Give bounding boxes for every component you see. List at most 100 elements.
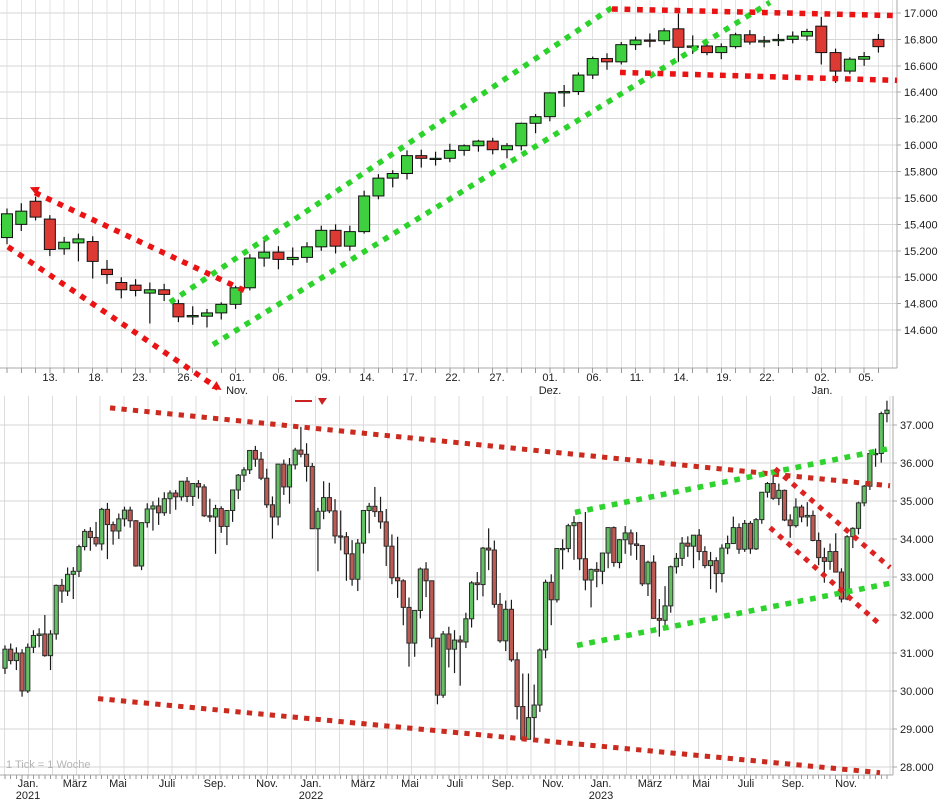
candle-body [858,56,871,60]
candle-down [639,544,645,587]
candle-body [500,145,513,151]
vertical-gridlines [6,0,894,368]
candle-down [446,626,452,668]
candle-up [615,42,628,65]
candle-up [178,480,184,501]
y-tick-label: 15.600 [904,193,938,205]
candle-body [829,52,842,72]
x-tick-sublabel: 2021 [16,790,40,802]
x-tick-label: 26. [177,372,192,384]
candle-body [412,609,418,644]
x-tick-label: 01. [542,372,557,384]
candle-down [338,510,344,551]
candle-body [161,498,167,514]
x-tick-label: März [351,778,375,790]
x-tick-label: 09. [315,372,330,384]
trendline-arrowhead [29,186,40,196]
candle-down [548,574,554,626]
candle-down [582,512,588,591]
candle-body [572,74,585,93]
candle-up [315,507,321,572]
candle-up [58,236,71,255]
candle-down [577,521,583,571]
candle-up [241,467,247,482]
candle-up [554,547,560,603]
candle-down [520,673,526,740]
candle-body [272,251,285,260]
candle-down [833,533,839,573]
y-tick-label: 29.000 [900,724,934,736]
candle-body [531,704,537,719]
candle-down [158,283,171,302]
candle-up [200,308,213,328]
candle-down [303,443,310,482]
candle-body [474,582,480,586]
y-tick-label: 37.000 [900,420,934,432]
candles [2,400,890,742]
candle-up [764,481,771,498]
candle-body [121,509,128,520]
y-tick-label: 16.400 [904,87,938,99]
candle-body [386,172,399,179]
candle-down [713,557,719,593]
candle-up [529,114,542,134]
candle-body [417,568,423,611]
candle-body [133,520,139,567]
x-minor-ticks [6,368,879,373]
candle-body [115,282,128,291]
candle-body [700,45,713,54]
candle-up [76,544,82,577]
candle-body [72,238,85,244]
candles [1,13,885,328]
y-tick-label: 28.000 [900,762,934,774]
candle-down [298,426,304,458]
candle-up [286,247,299,266]
candle-body [776,489,782,499]
candle-body [537,649,543,706]
candle-up [878,411,884,463]
candle-up [800,28,813,41]
candle-body [729,34,742,48]
candle-body [440,633,446,696]
candle-up [440,630,446,698]
x-tick-label: Juli [159,778,176,790]
x-tick-label: Juli [447,778,464,790]
candle-body [286,256,299,260]
candle-body [395,577,401,582]
candle-up [243,254,256,291]
candle-body [110,524,116,532]
candle-body [156,505,162,514]
x-tick-sublabel: Jan. [812,385,833,397]
x-tick-label: Mai [109,778,127,790]
candle-body [434,637,441,696]
candle-up [515,122,528,151]
candle-body [53,584,59,635]
candle-body [702,551,708,567]
candle-body [772,38,785,42]
candle-body [764,483,771,493]
candle-body [275,463,281,518]
y-tick-label: 16.800 [904,34,938,46]
candle-up [686,35,699,54]
candle-up [525,673,532,740]
candle-down [86,236,99,279]
candle-body [457,639,463,643]
candle-down [815,16,828,65]
candle-body [99,508,105,545]
candle-body [719,547,725,575]
candle-body [329,229,342,247]
trendline-abwaertskanal-unten [6,244,220,391]
candle-down [100,260,113,284]
x-tick-label: Nov. [256,778,278,790]
candle-down [383,508,389,566]
candle-body [212,508,219,518]
candle-up [1,208,13,245]
x-tick-label: Jan. [301,778,322,790]
candle-body [577,522,583,560]
candle-down [19,649,25,697]
candle-up [143,282,156,324]
candle-body [451,639,458,650]
trendline-abwaertstrend-unten [97,696,881,776]
candle-up [786,31,799,44]
candle-body [565,525,571,549]
